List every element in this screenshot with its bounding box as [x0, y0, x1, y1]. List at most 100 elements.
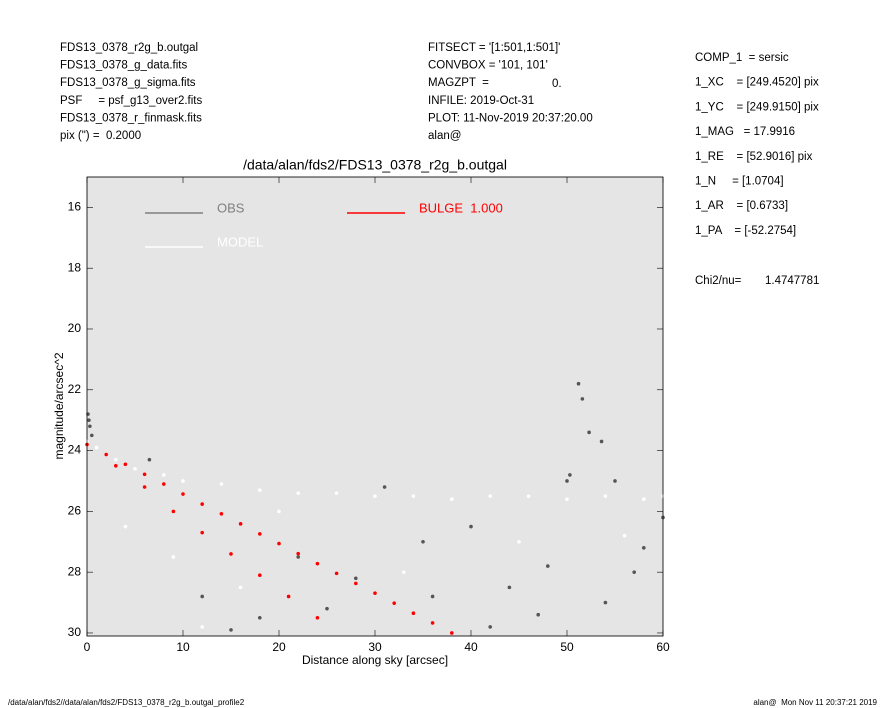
footer-right: alan@ Mon Nov 11 20:37:21 2019	[753, 698, 877, 707]
point	[613, 479, 617, 483]
point	[238, 585, 243, 590]
y-tick-label: 16	[68, 200, 82, 214]
point	[507, 585, 512, 590]
header-left-line: FDS13_0378_g_data.fits	[60, 60, 187, 72]
legend-label: OBS	[217, 200, 245, 215]
axis-mask	[86, 636, 664, 643]
point	[632, 570, 636, 574]
header-right-line: 1_XC = [249.4520] pix	[695, 77, 819, 89]
y-tick-label: 22	[68, 382, 82, 396]
point	[162, 473, 166, 477]
legend-label: BULGE 1.000	[419, 200, 503, 215]
legend-label: MODEL	[217, 234, 263, 249]
point	[171, 555, 176, 559]
header-middle-line: FITSECT = '[1:501,1:501]'	[428, 42, 560, 54]
point	[469, 524, 473, 529]
point	[373, 494, 377, 498]
point	[94, 445, 99, 450]
point	[258, 615, 262, 620]
point	[238, 522, 243, 526]
x-tick-label: 10	[176, 640, 190, 654]
point	[142, 472, 147, 477]
point	[488, 494, 493, 498]
point	[258, 573, 262, 578]
header-right-line: 1_PA = [-52.2754]	[695, 225, 796, 237]
point	[576, 381, 581, 386]
point	[488, 625, 493, 629]
header-right-line: 1_RE = [52.9016] pix	[695, 151, 813, 163]
point	[200, 594, 204, 599]
point	[181, 492, 185, 496]
point	[334, 571, 339, 576]
point	[580, 397, 585, 401]
point	[181, 479, 185, 483]
point	[104, 452, 108, 457]
header-right-line: 1_YC = [249.9150] pix	[695, 101, 819, 113]
header-right-line: 1_N = [1.0704]	[695, 176, 784, 188]
point	[277, 509, 281, 514]
y-tick-label: 30	[68, 625, 82, 639]
point	[450, 497, 454, 502]
point	[258, 532, 262, 536]
header-middle-line: PLOT: 11-Nov-2019 20:37:20.00	[428, 112, 593, 124]
x-tick-label: 30	[368, 640, 382, 654]
point	[258, 488, 262, 492]
point	[565, 497, 569, 502]
point	[277, 541, 281, 546]
point	[546, 564, 550, 568]
point	[603, 600, 608, 605]
header-middle-line: alan@	[428, 130, 461, 142]
point	[411, 611, 416, 616]
header-right-line: 1_AR = [0.6733]	[695, 200, 788, 212]
point	[123, 462, 128, 467]
header-middle-line: CONVBOX = '101, 101'	[428, 60, 548, 72]
point	[334, 491, 339, 495]
point	[382, 485, 387, 489]
point	[450, 631, 454, 635]
chi-label: Chi2/nu=	[695, 275, 742, 287]
point	[296, 491, 301, 495]
point	[171, 509, 176, 514]
point	[517, 539, 521, 544]
point	[114, 463, 118, 468]
x-tick-label: 60	[656, 640, 670, 654]
x-axis-label: Distance along sky [arcsec]	[302, 653, 448, 667]
point	[421, 539, 425, 544]
point	[296, 555, 301, 559]
header-middle-line: MAGZPT =	[428, 77, 489, 89]
point	[430, 621, 435, 625]
chart-title: /data/alan/fds2/FDS13_0378_r2g_b.outgal	[243, 157, 507, 173]
header-left-line: FDS13_0378_r2g_b.outgal	[60, 42, 198, 54]
point	[642, 497, 646, 502]
point	[200, 502, 204, 506]
point	[526, 494, 531, 498]
point	[430, 594, 435, 599]
point	[133, 467, 137, 471]
point	[296, 551, 301, 556]
point	[200, 625, 204, 629]
header-left-line: PSF = psf_g13_over2.fits	[60, 95, 202, 107]
point	[411, 494, 416, 498]
footer-left: /data/alan/fds2//data/alan/fds2/FDS13_03…	[8, 698, 245, 707]
point	[325, 606, 329, 611]
point	[587, 430, 591, 435]
point	[603, 494, 608, 498]
point	[536, 612, 540, 617]
point	[315, 561, 320, 566]
header-left-line: pix (") = 0.2000	[60, 130, 141, 142]
point	[123, 524, 128, 529]
header-right-line: COMP_1 = sersic	[695, 52, 789, 64]
header-left-line: FDS13_0378_g_sigma.fits	[60, 77, 196, 89]
point	[642, 546, 646, 550]
point	[147, 457, 152, 462]
point	[114, 457, 118, 462]
magzpt-value: 0.	[552, 78, 562, 90]
y-tick-label: 20	[68, 321, 82, 335]
header-left-line: FDS13_0378_r_finmask.fits	[60, 112, 202, 124]
x-tick-label: 50	[560, 640, 574, 654]
point	[622, 533, 627, 538]
y-tick-label: 26	[68, 504, 82, 518]
plot-area	[86, 176, 664, 637]
